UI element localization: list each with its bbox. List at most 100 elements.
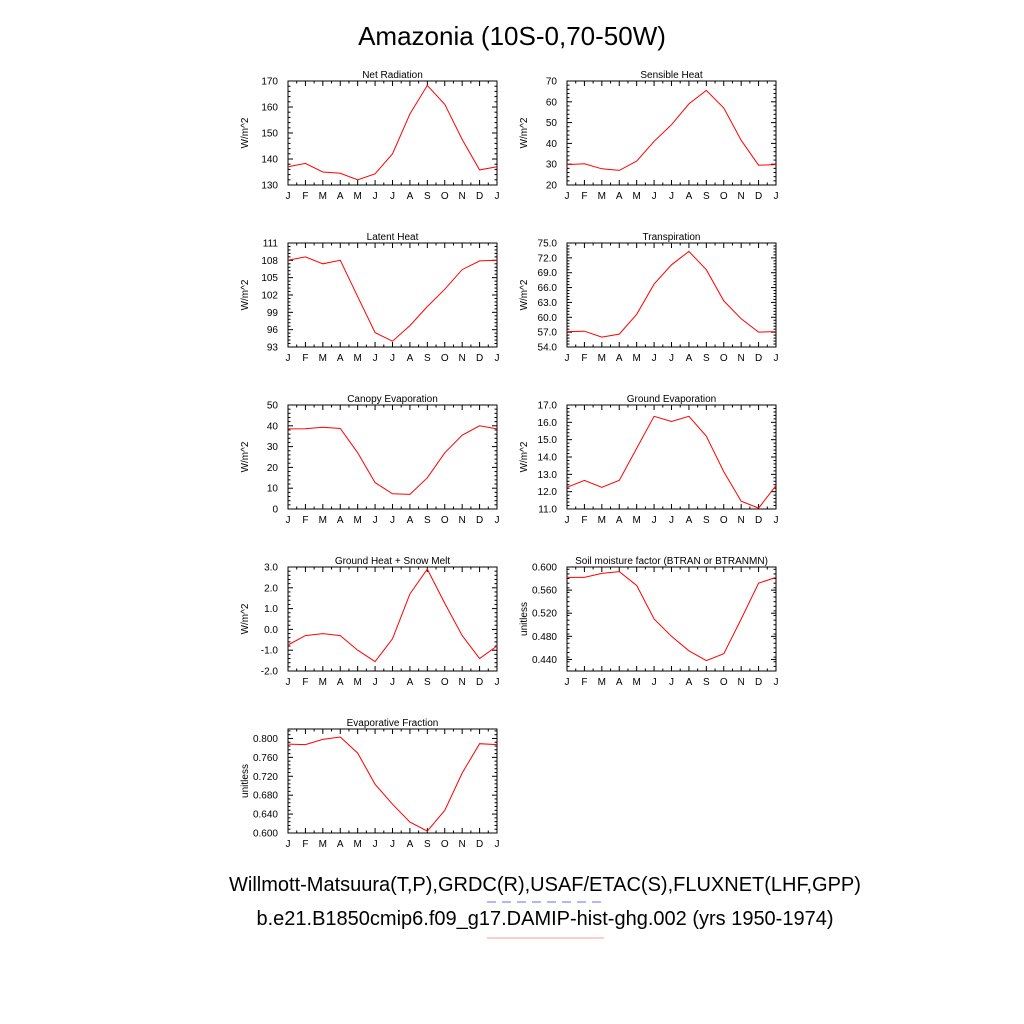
plot-frame — [566, 566, 777, 672]
y-axis-label: W/m^2 — [240, 441, 251, 472]
x-tick-label: A — [337, 191, 344, 202]
y-tick-label: 12.0 — [538, 487, 558, 498]
series-line — [566, 250, 777, 338]
y-tick-label: 108 — [261, 256, 278, 267]
plot-frame — [287, 80, 498, 186]
x-tick-label: J — [373, 191, 378, 202]
x-tick-label: F — [581, 677, 587, 688]
x-tick-label: J — [495, 839, 500, 850]
page-title: Amazonia (10S-0,70-50W) — [358, 21, 666, 51]
x-tick-label: J — [286, 353, 291, 364]
x-tick-label: J — [286, 515, 291, 526]
x-tick-label: J — [286, 191, 291, 202]
y-axis-label: W/m^2 — [519, 441, 530, 472]
x-tick-label: F — [302, 515, 308, 526]
x-tick-label: A — [407, 353, 414, 364]
y-tick-label: 0.800 — [253, 734, 278, 745]
x-tick-label: D — [476, 191, 483, 202]
x-tick-label: F — [302, 839, 308, 850]
x-tick-label: A — [686, 515, 693, 526]
x-tick-label: J — [390, 839, 395, 850]
x-tick-label: J — [565, 677, 570, 688]
y-tick-label: 69.0 — [538, 268, 558, 279]
x-tick-label: M — [353, 515, 361, 526]
y-tick-label: 140 — [261, 155, 278, 166]
plot-frame — [287, 728, 498, 834]
panel-title: Evaporative Fraction — [347, 718, 439, 729]
x-tick-label: J — [669, 515, 674, 526]
y-tick-label: 50 — [267, 401, 279, 412]
x-tick-label: F — [581, 191, 587, 202]
x-tick-label: J — [286, 839, 291, 850]
x-tick-label: N — [738, 191, 745, 202]
series-line — [567, 571, 777, 662]
y-tick-label: 170 — [261, 77, 278, 88]
y-tick-label: 160 — [261, 103, 278, 114]
x-tick-label: J — [286, 677, 291, 688]
x-tick-label: M — [598, 515, 606, 526]
x-tick-label: O — [441, 677, 449, 688]
y-tick-label: 20 — [546, 181, 558, 192]
x-tick-label: O — [441, 839, 449, 850]
x-tick-label: M — [319, 353, 327, 364]
x-tick-label: A — [337, 515, 344, 526]
x-tick-label: A — [616, 191, 623, 202]
x-tick-label: N — [738, 677, 745, 688]
x-tick-label: M — [319, 839, 327, 850]
x-tick-label: J — [495, 677, 500, 688]
x-tick-label: M — [598, 677, 606, 688]
y-tick-label: 30 — [546, 160, 558, 171]
y-tick-label: 150 — [261, 129, 278, 140]
x-tick-label: J — [373, 353, 378, 364]
x-tick-label: O — [441, 515, 449, 526]
x-tick-label: A — [407, 191, 414, 202]
x-tick-label: N — [459, 515, 466, 526]
x-tick-label: N — [459, 353, 466, 364]
x-tick-label: F — [302, 191, 308, 202]
x-tick-label: J — [495, 353, 500, 364]
y-tick-label: 0.720 — [253, 772, 278, 783]
x-tick-label: J — [373, 677, 378, 688]
x-tick-label: M — [632, 353, 640, 364]
y-tick-label: 0.520 — [532, 609, 557, 620]
series-line — [566, 89, 777, 171]
x-tick-label: A — [686, 677, 693, 688]
x-tick-label: S — [424, 839, 431, 850]
y-tick-label: 0.680 — [253, 791, 278, 802]
plot-frame — [566, 80, 777, 186]
panel-title: Latent Heat — [367, 232, 419, 243]
x-tick-label: D — [755, 353, 762, 364]
x-tick-label: M — [632, 191, 640, 202]
x-tick-label: N — [459, 191, 466, 202]
plot-frame — [566, 242, 777, 348]
x-tick-label: M — [632, 515, 640, 526]
x-tick-label: S — [424, 191, 431, 202]
x-tick-label: O — [720, 515, 728, 526]
footer-model-line: b.e21.B1850cmip6.f09_g17.DAMIP-hist-ghg.… — [256, 908, 833, 930]
x-tick-label: N — [738, 353, 745, 364]
x-tick-label: D — [476, 677, 483, 688]
y-tick-label: 16.0 — [538, 418, 558, 429]
panel-title: Transpiration — [643, 232, 701, 243]
y-tick-label: 63.0 — [538, 298, 558, 309]
y-tick-label: -2.0 — [261, 667, 279, 678]
y-tick-label: 0.440 — [532, 655, 557, 666]
y-tick-label: 66.0 — [538, 283, 558, 294]
x-tick-label: J — [565, 353, 570, 364]
y-tick-label: 0.600 — [253, 829, 278, 840]
y-tick-label: 3.0 — [264, 563, 278, 574]
y-tick-label: 105 — [261, 273, 278, 284]
x-tick-label: O — [720, 191, 728, 202]
x-tick-label: J — [669, 191, 674, 202]
x-tick-label: M — [353, 353, 361, 364]
x-tick-label: M — [353, 839, 361, 850]
series-line — [287, 736, 498, 832]
x-tick-label: D — [476, 515, 483, 526]
panel-soil-moisture-factor-btran-or-btranmn: Soil moisture factor (BTRAN or BTRANMN) u… — [519, 556, 779, 688]
y-axis-label: W/m^2 — [519, 279, 530, 310]
x-tick-label: A — [337, 353, 344, 364]
x-tick-label: J — [373, 839, 378, 850]
